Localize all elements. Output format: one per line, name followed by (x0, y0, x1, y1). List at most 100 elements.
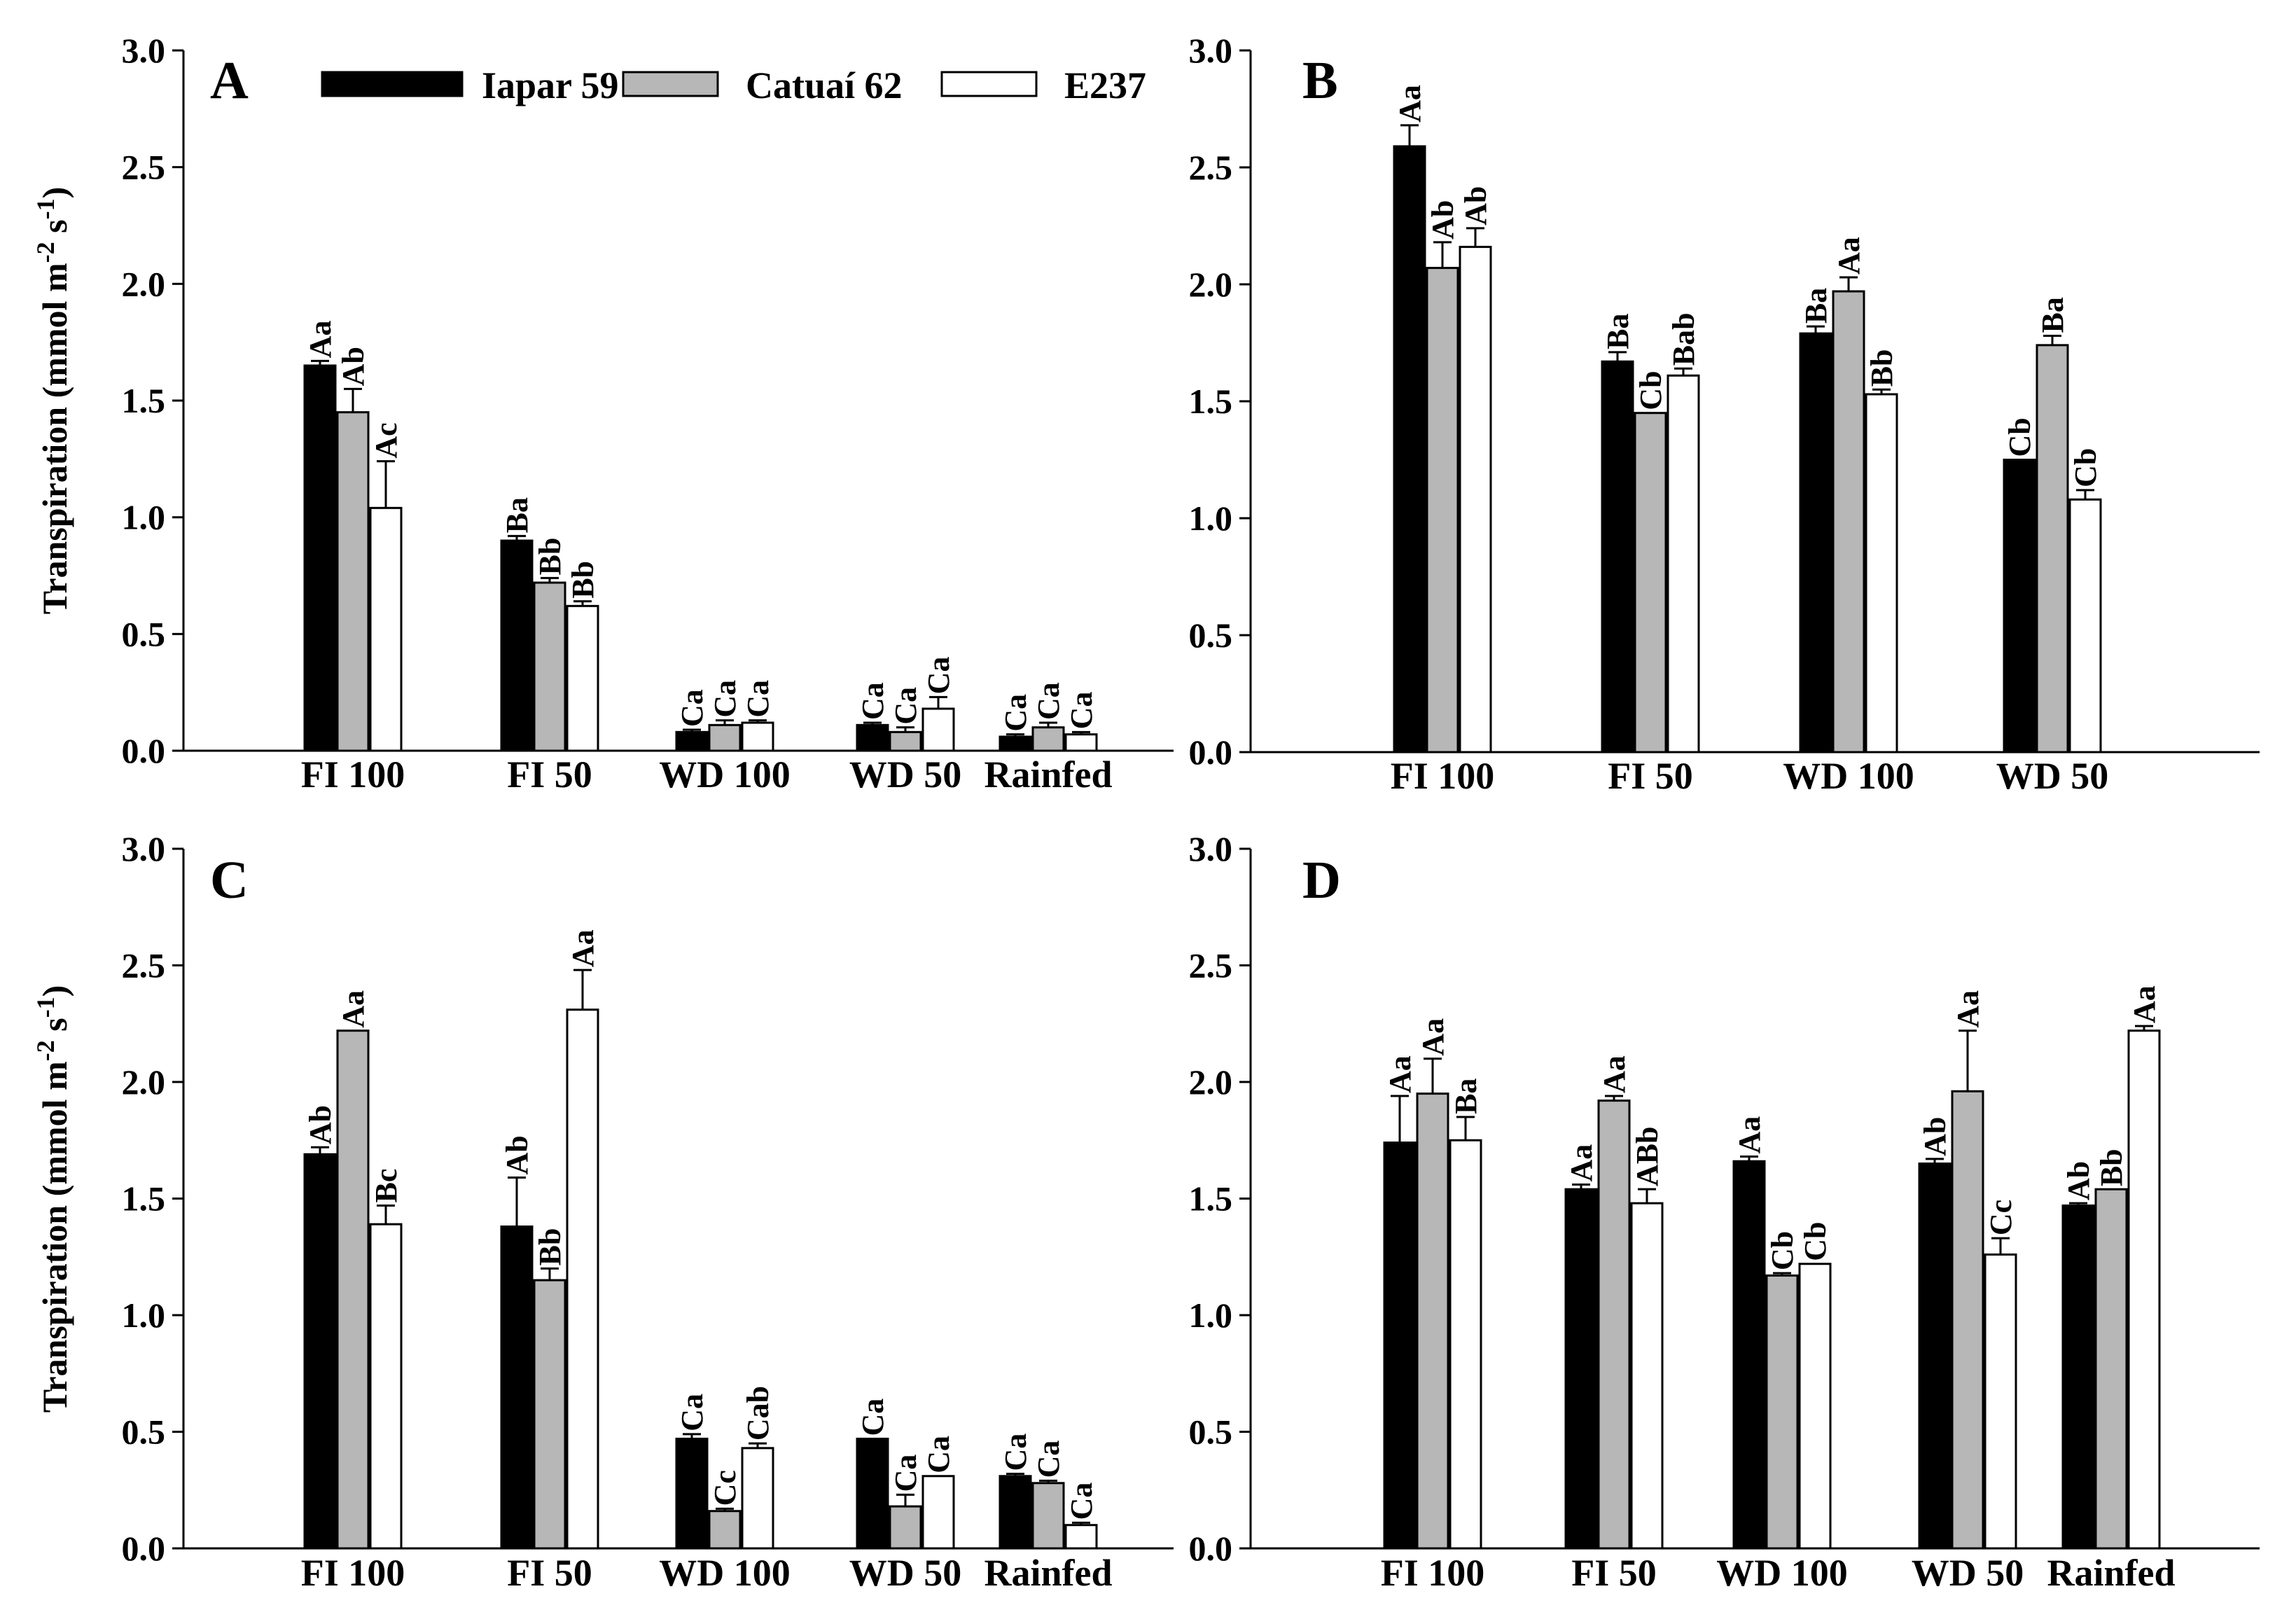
y-axis-label-part: -2 (32, 242, 60, 263)
panel-a-significance-label: Ab (336, 347, 370, 386)
panel-a-y-tick-label: 0.5 (122, 614, 166, 653)
panel-a-significance-label: Ca (1031, 682, 1066, 720)
panel-b-bar (1601, 360, 1634, 754)
panel-a-y-axis-label: Transpiration (mmol m-2 s-1) (32, 187, 74, 614)
panel-a-significance-label: Bb (566, 561, 600, 599)
panel-a-bar (303, 364, 337, 752)
panel-b-significance-label: Aa (1832, 237, 1866, 275)
panel-a-y-tick-label: 1.0 (122, 498, 166, 537)
panel-a-bar (500, 539, 534, 752)
panel-a-significance-label: Ca (999, 694, 1033, 732)
panel-d-bar (1984, 1253, 2017, 1550)
panel-a-significance-label: Ca (889, 687, 923, 725)
y-axis-label-part: s (35, 1018, 74, 1040)
panel-a-bar (1064, 733, 1098, 752)
panel-d-bar (1564, 1188, 1598, 1550)
panel-c-y-tick-label: 0.0 (122, 1529, 166, 1568)
panel-c-y-tick-label: 1.0 (122, 1296, 166, 1335)
panel-d-significance-label: Cb (1798, 1221, 1832, 1261)
y-axis-label-part: Transpiration (mmol m (35, 1061, 74, 1413)
panel-b-bar (1459, 246, 1492, 754)
panel-d-category-label: Rainfed (2047, 1552, 2175, 1594)
panel-b-category-label: WD 50 (1996, 755, 2109, 797)
panel-d-bar (2061, 1204, 2095, 1550)
panel-c-bar (303, 1153, 337, 1550)
panel-c-chart: 0.0 0.5 1.0 1.5 2.0 2.5 3.0 C Transpiration (mmo… (32, 829, 1174, 1594)
panel-a-bar (566, 604, 599, 752)
panel-b-significance-label: Bb (1865, 349, 1899, 387)
panel-a-category-label: WD 100 (659, 754, 791, 796)
panel-b-y-tick-label: 3.0 (1189, 31, 1233, 70)
panel-c-bar (708, 1510, 742, 1550)
panel-a-significance-label: Ca (708, 680, 742, 718)
panel-a-bar (708, 723, 742, 752)
panel-a-significance-label: Ba (500, 497, 534, 533)
panel-b-significance-label: Cb (2068, 448, 2103, 487)
panel-d-significance-label: Ab (2061, 1161, 2096, 1200)
panel-d-bar (1765, 1274, 1799, 1550)
panel-d-significance-label: Aa (1383, 1055, 1417, 1093)
panel-b-category-label: WD 100 (1783, 755, 1914, 797)
panel-a-significance-label: Ca (1064, 692, 1099, 730)
panel-a-significance-label: Bb (533, 538, 567, 576)
panel-d-bar (1798, 1263, 1832, 1550)
panel-a-significance-label: Ca (921, 657, 956, 695)
panel-b-bar (1426, 267, 1459, 754)
panel-d-bar (1732, 1160, 1766, 1550)
panel-a-letter: A (210, 51, 249, 110)
panel-d-category-label: FI 50 (1571, 1552, 1657, 1594)
panel-c-bar (369, 1223, 403, 1550)
panel-a-category-label: FI 100 (301, 754, 405, 796)
panel-d-significance-label: Aa (1732, 1116, 1767, 1154)
panel-b-category-label: FI 100 (1391, 755, 1495, 797)
panel-c-significance-label: Ab (303, 1105, 338, 1144)
panel-b-y-tick-label: 0.0 (1189, 733, 1233, 772)
panel-b-y-tick-label: 2.0 (1189, 265, 1233, 304)
panel-c-significance-label: Bb (533, 1228, 567, 1266)
panel-d-bar (1630, 1202, 1664, 1550)
panel-d-significance-label: Aa (2127, 985, 2162, 1023)
panel-b-y-tick-label: 1.0 (1189, 499, 1233, 538)
panel-d-bar (1951, 1090, 1984, 1550)
legend-label-iapar59: Iapar 59 (482, 64, 619, 106)
panel-c-significance-label: Aa (566, 929, 600, 967)
panel-a-y-tick-label: 0.0 (122, 731, 166, 770)
panel-a-bar (999, 735, 1032, 752)
panel-d-y-tick-label: 2.5 (1189, 946, 1233, 985)
panel-a-significance-label: Ac (369, 422, 403, 458)
panel-d-bar (1416, 1092, 1449, 1550)
panel-d-significance-label: Ba (1449, 1078, 1483, 1114)
panel-c-y-tick-label: 2.5 (122, 946, 166, 985)
panel-c-y-axis-label: Transpiration (mmol m-2 s-1) (32, 985, 74, 1413)
panel-c-bar (500, 1225, 534, 1550)
panel-c-category-label: FI 50 (507, 1552, 592, 1594)
panel-b-y-tick-label: 2.5 (1189, 148, 1233, 187)
legend-label-catuai62: Catuaí 62 (746, 64, 903, 106)
panel-b-significance-label: Bab (1667, 312, 1701, 366)
panel-c-category-label: FI 100 (301, 1552, 405, 1594)
panel-d-y-tick-label: 3.0 (1189, 829, 1233, 868)
legend-swatch-catuai62 (622, 71, 719, 97)
panel-b-significance-label: Ab (1426, 200, 1460, 240)
panel-c-bar (1064, 1524, 1098, 1550)
panel-b-significance-label: Ba (1799, 288, 1833, 324)
panel-c-bar (533, 1279, 566, 1550)
panel-b-significance-label: Ba (1601, 314, 1635, 349)
panel-c-significance-label: Ca (889, 1455, 923, 1492)
panel-d-significance-label: Ab (1918, 1117, 1952, 1156)
panel-b-significance-label: Cb (2003, 417, 2037, 457)
panel-b-y-tick-label: 1.5 (1189, 382, 1233, 421)
panel-b-letter: B (1302, 51, 1338, 110)
panel-c-significance-label: Ca (921, 1436, 956, 1473)
panel-a-category-label: Rainfed (984, 754, 1112, 796)
panel-d-category-label: FI 100 (1381, 1552, 1485, 1594)
panel-a-bar (336, 411, 370, 752)
panel-d-y-tick-label: 0.5 (1189, 1413, 1233, 1452)
y-axis-label-part: ) (35, 985, 74, 997)
panel-c-bar (566, 1008, 599, 1550)
panel-d-bar (1597, 1099, 1631, 1550)
panel-b-significance-label: Cb (1634, 370, 1668, 410)
panel-c-significance-label: Ca (1031, 1441, 1066, 1478)
panel-d-significance-label: Cb (1765, 1231, 1800, 1270)
